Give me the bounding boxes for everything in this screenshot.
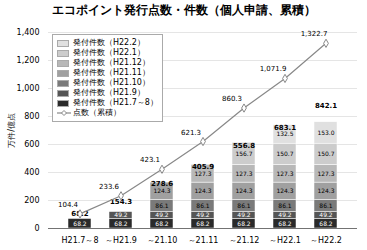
svg-text:127.3: 127.3: [235, 170, 252, 177]
svg-text:49.2: 49.2: [114, 211, 128, 218]
svg-text:150.7: 150.7: [317, 150, 334, 157]
svg-text:万件/億点: 万件/億点: [7, 113, 16, 148]
html-text:発付件数（H21.9）: 発付件数（H21.9）: [73, 88, 145, 97]
svg-text:600: 600: [24, 140, 39, 149]
svg-text:423.1: 423.1: [140, 156, 160, 164]
svg-text:～H22.1: ～H22.1: [269, 236, 301, 245]
svg-text:556.8: 556.8: [233, 142, 255, 150]
svg-text:127.3: 127.3: [317, 170, 334, 177]
svg-text:～H21.9: ～H21.9: [105, 236, 137, 245]
html-text:発付件数（H21.12）: 発付件数（H21.12）: [73, 58, 150, 67]
svg-text:124.3: 124.3: [235, 187, 252, 194]
svg-text:124.3: 124.3: [317, 187, 334, 194]
html-text:発付件数（H21.10）: 発付件数（H21.10）: [73, 78, 150, 87]
svg-text:49.2: 49.2: [278, 211, 292, 218]
svg-text:1,071.9: 1,071.9: [260, 65, 287, 73]
svg-text:683.1: 683.1: [274, 124, 296, 132]
html-text:点数（累積）: 点数（累積）: [73, 108, 121, 117]
svg-text:621.3: 621.3: [181, 129, 201, 137]
svg-text:1,400: 1,400: [17, 28, 40, 37]
html-text:発付件数（H21.11）: 発付件数（H21.11）: [73, 68, 150, 77]
html-text:発付件数（H21.7～8）: 発付件数（H21.7～8）: [73, 98, 158, 107]
svg-text:～21.11: ～21.11: [188, 236, 219, 245]
svg-text:278.6: 278.6: [151, 180, 173, 188]
svg-text:0: 0: [34, 224, 39, 233]
svg-text:68.2: 68.2: [196, 220, 210, 227]
svg-text:～H22.2: ～H22.2: [310, 236, 342, 245]
svg-text:86.1: 86.1: [278, 202, 292, 209]
svg-text:150.7: 150.7: [276, 150, 293, 157]
svg-text:68.2: 68.2: [155, 220, 169, 227]
svg-text:200: 200: [24, 196, 39, 205]
svg-text:68.2: 68.2: [237, 220, 251, 227]
svg-text:68.2: 68.2: [73, 220, 87, 227]
svg-text:49.2: 49.2: [319, 211, 333, 218]
svg-text:49.2: 49.2: [155, 211, 169, 218]
svg-text:49.2: 49.2: [237, 211, 251, 218]
svg-text:154.3: 154.3: [109, 197, 133, 206]
svg-text:86.1: 86.1: [237, 202, 251, 209]
svg-text:860.3: 860.3: [222, 95, 242, 103]
svg-text:233.6: 233.6: [99, 183, 120, 191]
svg-text:～21.10: ～21.10: [147, 236, 178, 245]
svg-text:104.4: 104.4: [58, 201, 79, 209]
svg-text:124.3: 124.3: [194, 187, 211, 194]
svg-text:124.3: 124.3: [276, 187, 293, 194]
svg-text:127.3: 127.3: [276, 170, 293, 177]
html-text:発付件数（H22.1）: 発付件数（H22.1）: [73, 48, 145, 57]
svg-text:124.3: 124.3: [153, 187, 171, 195]
svg-text:842.1: 842.1: [315, 102, 337, 110]
svg-text:～21.12: ～21.12: [229, 236, 260, 245]
svg-text:68.2: 68.2: [71, 210, 89, 218]
svg-text:86.1: 86.1: [155, 202, 169, 209]
svg-text:1,322.7: 1,322.7: [301, 30, 328, 38]
svg-text:153.0: 153.0: [317, 129, 334, 136]
svg-text:800: 800: [24, 112, 39, 121]
svg-text:405.9: 405.9: [192, 163, 214, 171]
svg-text:49.2: 49.2: [196, 211, 210, 218]
svg-text:156.7: 156.7: [235, 150, 252, 157]
svg-text:68.2: 68.2: [278, 220, 292, 227]
html-text:エコポイント発行点数・件数（個人申請、累積）: エコポイント発行点数・件数（個人申請、累積）: [51, 3, 316, 17]
svg-text:68.2: 68.2: [319, 220, 333, 227]
svg-text:127.3: 127.3: [194, 169, 212, 177]
svg-text:1,000: 1,000: [17, 84, 40, 93]
svg-text:86.1: 86.1: [319, 202, 333, 209]
html-text:発付件数（H22.2）: 発付件数（H22.2）: [73, 38, 145, 47]
svg-text:1,200: 1,200: [17, 56, 40, 65]
svg-text:68.2: 68.2: [114, 220, 128, 227]
svg-text:86.1: 86.1: [196, 202, 210, 209]
svg-text:H21.7～8: H21.7～8: [62, 236, 99, 245]
svg-text:400: 400: [24, 168, 39, 177]
svg-text:132.5: 132.5: [276, 130, 294, 138]
